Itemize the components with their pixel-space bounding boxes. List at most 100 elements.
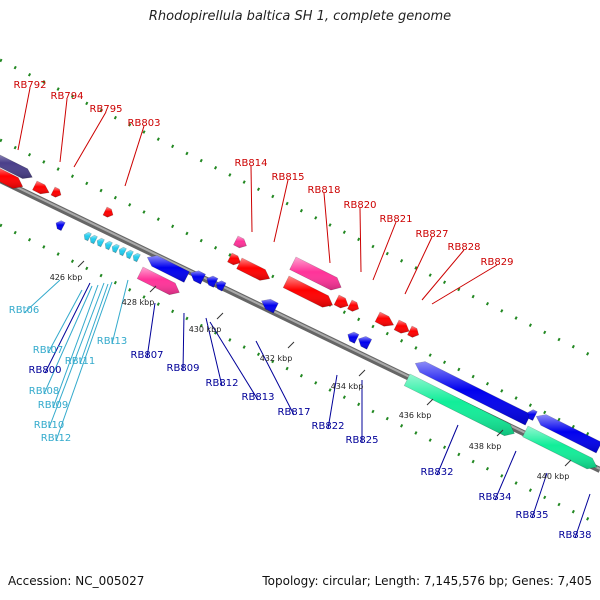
leader-line <box>574 493 591 539</box>
gene-feature-34 <box>527 409 538 421</box>
gene-feature-31 <box>347 331 360 344</box>
reverse-gene-label: RB812 <box>206 378 239 389</box>
gene-feature-21 <box>111 243 120 254</box>
gene-feature-24 <box>132 252 141 263</box>
leader-line <box>209 321 259 401</box>
leader-line <box>47 289 83 354</box>
gene-feature-14 <box>393 319 410 334</box>
accession-text: Accession: NC_005027 <box>8 574 145 588</box>
reverse-gene-label: RB835 <box>516 510 549 521</box>
leader-line <box>55 281 113 442</box>
reverse-gene-label: RB813 <box>242 392 275 403</box>
gene-feature-9 <box>289 256 342 291</box>
tick-mark <box>564 459 572 467</box>
leader-line <box>44 282 91 374</box>
leader-line <box>372 221 397 281</box>
forward-gene-label: RB818 <box>308 185 341 196</box>
forward-gene-label: RB827 <box>416 229 449 240</box>
gene-feature-16 <box>55 220 66 231</box>
gene-feature-35 <box>535 414 600 454</box>
gene-feature-29 <box>136 266 180 296</box>
gene-feature-33 <box>414 361 532 426</box>
gene-feature-13 <box>374 311 395 327</box>
leader-line <box>323 192 331 264</box>
gene-feature-7 <box>227 252 241 266</box>
tick-mark <box>216 312 224 320</box>
forward-gene-label: RB828 <box>448 242 481 253</box>
leader-line <box>205 317 223 387</box>
leader-line <box>531 472 548 519</box>
leader-line <box>124 125 145 187</box>
position-ticks: 426 kbp 428 kbp 430 kbp 432 kbp 434 kbp 436 k… <box>50 260 572 481</box>
forward-gene-label: RB792 <box>14 80 47 91</box>
gene-feature-28 <box>215 280 227 292</box>
label-leader-lines <box>17 87 591 539</box>
gene-feature-10 <box>282 275 334 308</box>
gene-feature-22 <box>118 246 127 257</box>
tick-mark <box>358 369 366 377</box>
gene-feature-2 <box>0 168 24 189</box>
tick-mark <box>426 398 434 406</box>
leader-line <box>146 302 156 359</box>
trna-gene-label: RBt06 <box>9 305 39 316</box>
leader-line <box>250 165 253 233</box>
gene-feature-5 <box>102 206 114 218</box>
reverse-gene-label: RB817 <box>278 407 311 418</box>
leader-line <box>431 264 498 305</box>
leader-line <box>48 282 105 429</box>
leader-line <box>79 283 109 365</box>
gene-feature-4 <box>50 186 62 198</box>
gene-feature-32 <box>358 336 373 350</box>
leader-line <box>359 207 362 273</box>
tick-label: 438 kbp <box>469 442 502 451</box>
gene-feature-27 <box>206 275 219 288</box>
leader-line <box>17 87 31 151</box>
gene-feature-12 <box>347 299 360 312</box>
gene-feature-23 <box>125 249 134 260</box>
gene-feature-37 <box>522 425 598 470</box>
tick-label: 432 kbp <box>260 354 293 363</box>
reverse-gene-label: RB838 <box>559 530 592 541</box>
trna-gene-label: RBt08 <box>29 386 59 397</box>
tick-label: 434 kbp <box>331 382 364 391</box>
gene-feature-6 <box>233 235 247 249</box>
forward-gene-label: RB829 <box>481 257 514 268</box>
gene-feature-36 <box>403 373 515 437</box>
forward-gene-label: RB803 <box>128 118 161 129</box>
leader-line <box>59 98 68 163</box>
forward-gene-label: RB821 <box>380 214 413 225</box>
leader-line <box>494 450 517 501</box>
reverse-gene-label: RB822 <box>312 421 345 432</box>
leader-line <box>23 279 61 314</box>
trna-gene-label: RBt10 <box>34 420 64 431</box>
topology-text: Topology: circular; Length: 7,145,576 bp… <box>262 574 592 588</box>
gene-feature-19 <box>96 237 105 248</box>
trna-gene-label: RBt07 <box>33 345 63 356</box>
gene-feature-8 <box>236 257 271 281</box>
gene-feature-17 <box>83 231 92 242</box>
leader-line <box>43 285 93 395</box>
reverse-gene-label: RB800 <box>29 365 62 376</box>
forward-gene-label: RB815 <box>272 172 305 183</box>
leader-line <box>111 279 129 345</box>
gene-feature-30 <box>261 298 279 314</box>
gene-labels: RB792 RB794 RB795 RB803 RB814 RB815RB818RB820… <box>9 80 592 541</box>
leader-line <box>327 374 338 430</box>
forward-gene-label: RB820 <box>344 200 377 211</box>
gene-feature-15 <box>407 325 420 338</box>
trna-gene-label: RBt13 <box>97 336 127 347</box>
reverse-gene-label: RB832 <box>421 467 454 478</box>
gene-features <box>0 154 600 470</box>
forward-gene-label: RB814 <box>235 158 268 169</box>
trna-gene-label: RBt12 <box>41 433 71 444</box>
gene-feature-1 <box>0 154 33 179</box>
gene-feature-18 <box>89 234 98 245</box>
trna-gene-label: RBt09 <box>38 400 68 411</box>
forward-gene-label: RB795 <box>90 104 123 115</box>
reverse-gene-label: RB825 <box>346 435 379 446</box>
reverse-gene-label: RB807 <box>131 350 164 361</box>
tick-label: 436 kbp <box>399 411 432 420</box>
leader-line <box>255 340 295 416</box>
tick-label: 440 kbp <box>537 472 570 481</box>
